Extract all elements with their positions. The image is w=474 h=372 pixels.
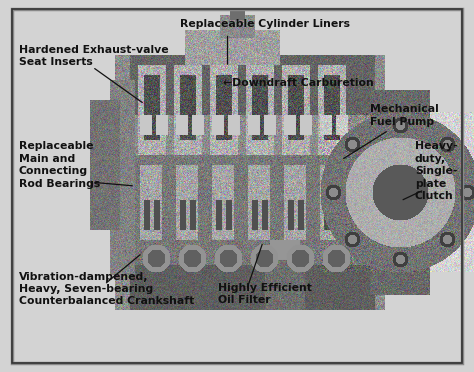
Text: Highly Efficient
Oil Filter: Highly Efficient Oil Filter: [218, 283, 312, 305]
Text: ←Downdraft Carburetion: ←Downdraft Carburetion: [223, 78, 374, 88]
Text: Vibration-dampened,
Heavy, Seven-bearing
Counterbalanced Crankshaft: Vibration-dampened, Heavy, Seven-bearing…: [19, 272, 194, 307]
Text: Replaceable
Main and
Connecting
Rod Bearings: Replaceable Main and Connecting Rod Bear…: [19, 141, 100, 189]
Text: Mechanical
Fuel Pump: Mechanical Fuel Pump: [370, 104, 438, 126]
Text: Replaceable Cylinder Liners: Replaceable Cylinder Liners: [180, 19, 350, 29]
Text: Heavy-
duty,
Single-
plate
Clutch: Heavy- duty, Single- plate Clutch: [415, 141, 457, 201]
Text: Hardened Exhaust-valve
Seat Inserts: Hardened Exhaust-valve Seat Inserts: [19, 45, 169, 67]
